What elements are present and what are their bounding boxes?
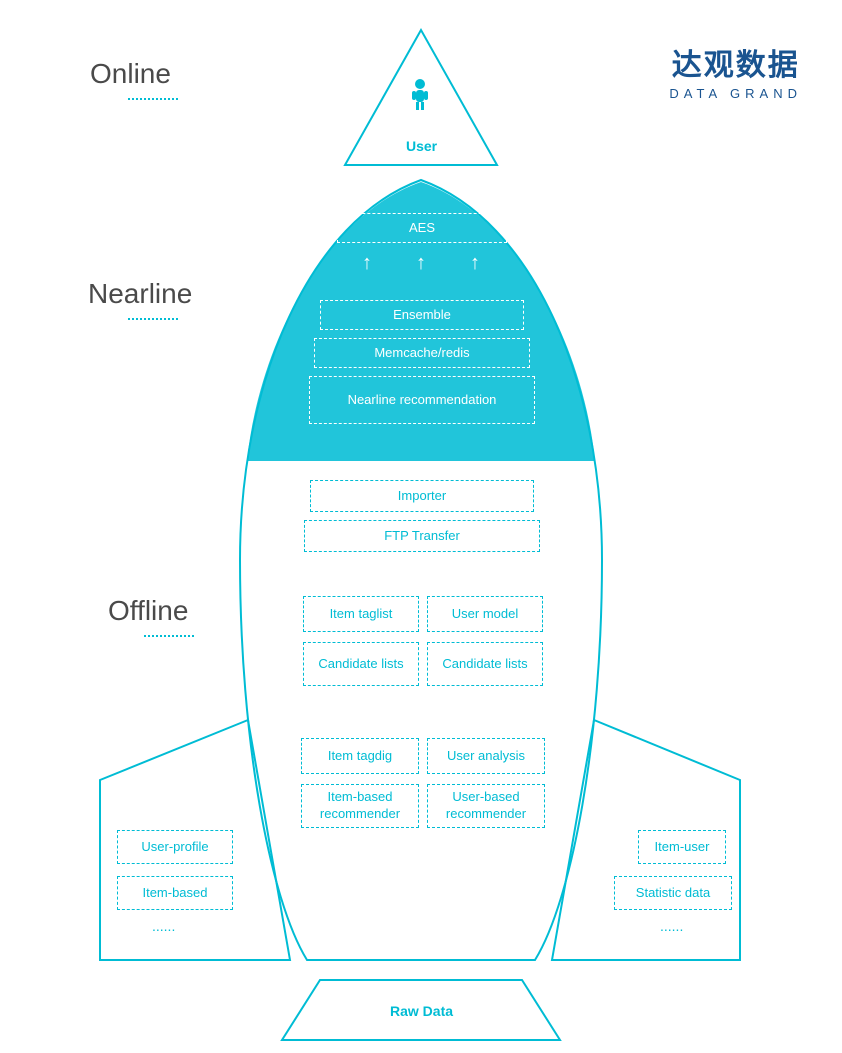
box-stat-data: Statistic data — [614, 876, 732, 910]
box-item-rec: Item-based recommender — [301, 784, 419, 828]
box-cand1: Candidate lists — [303, 642, 419, 686]
box-nearline-rec: Nearline recommendation — [309, 376, 535, 424]
arrow-up-2: ↑ — [416, 252, 426, 275]
box-cand2: Candidate lists — [427, 642, 543, 686]
arrow-up-3: ↑ — [470, 252, 480, 275]
box-item-user: Item-user — [638, 830, 726, 864]
user-icon — [408, 78, 432, 117]
left-fin-dots: ...... — [152, 918, 175, 934]
box-memcache: Memcache/redis — [314, 338, 530, 368]
arrow-up-1: ↑ — [362, 252, 372, 275]
box-aes: AES — [337, 213, 507, 243]
box-user-rec: User-based recommender — [427, 784, 545, 828]
right-fin-dots: ...... — [660, 918, 683, 934]
box-user-model: User model — [427, 596, 543, 632]
box-user-analysis: User analysis — [427, 738, 545, 774]
user-label: User — [406, 138, 437, 154]
box-ftp: FTP Transfer — [304, 520, 540, 552]
box-item-tagdig: Item tagdig — [301, 738, 419, 774]
box-importer: Importer — [310, 480, 534, 512]
box-ensemble: Ensemble — [320, 300, 524, 330]
box-item-taglist: Item taglist — [303, 596, 419, 632]
box-item-based: Item-based — [117, 876, 233, 910]
raw-data-label: Raw Data — [390, 1003, 453, 1019]
box-user-profile: User-profile — [117, 830, 233, 864]
